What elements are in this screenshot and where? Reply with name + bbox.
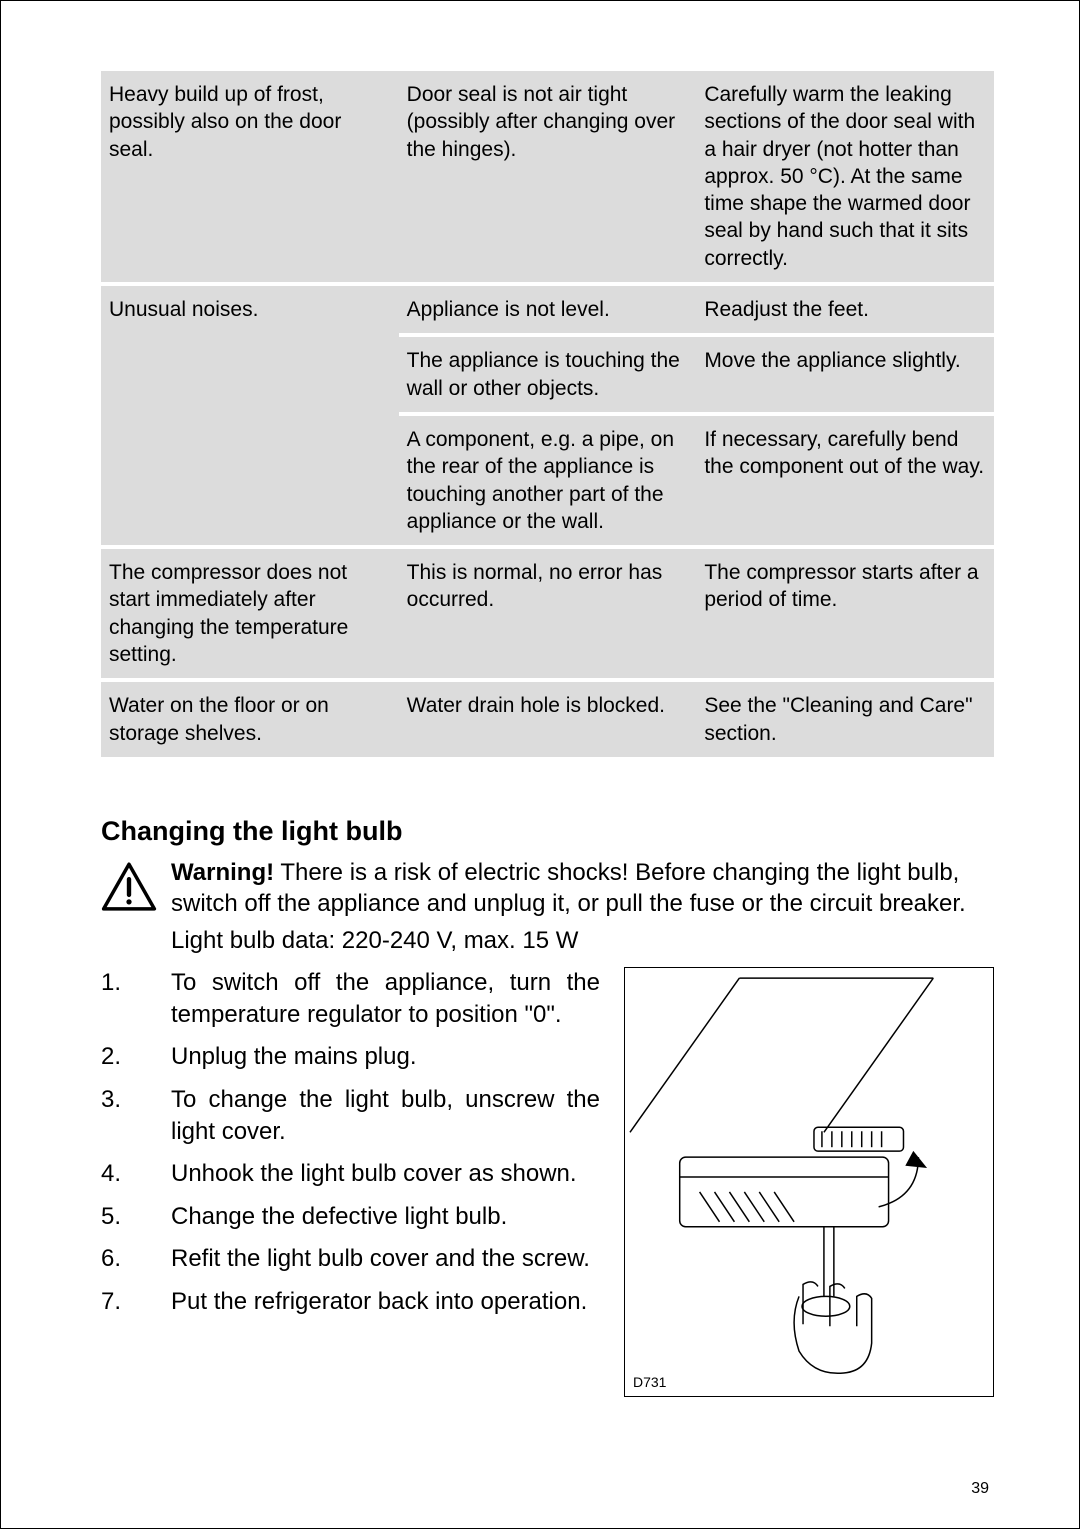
cell-cause: A component, e.g. a pipe, on the rear of… (399, 414, 697, 547)
table-row: The compressor does not start immediatel… (101, 547, 994, 680)
troubleshooting-table: Heavy build up of frost, possibly also o… (101, 71, 994, 761)
table-row: Heavy build up of frost, possibly also o… (101, 71, 994, 284)
warning-block: Warning! There is a risk of electric sho… (101, 857, 994, 919)
list-item: 3.To change the light bulb, unscrew the … (101, 1084, 600, 1149)
warning-text: Warning! There is a risk of electric sho… (171, 857, 994, 919)
step-number: 4. (101, 1158, 171, 1190)
cell-remedy: If necessary, carefully bend the compone… (696, 414, 994, 547)
step-number: 7. (101, 1286, 171, 1318)
cell-remedy: Carefully warm the leaking sections of t… (696, 71, 994, 284)
step-number: 5. (101, 1201, 171, 1233)
step-text: Unhook the light bulb cover as shown. (171, 1158, 600, 1190)
warning-body: There is a risk of electric shocks! Befo… (171, 859, 966, 917)
list-item: 6.Refit the light bulb cover and the scr… (101, 1243, 600, 1275)
cell-symptom: The compressor does not start immediatel… (101, 547, 399, 680)
cell-cause: Water drain hole is blocked. (399, 680, 697, 759)
cell-remedy: The compressor starts after a period of … (696, 547, 994, 680)
cell-remedy: Readjust the feet. (696, 284, 994, 335)
cell-cause: The appliance is touching the wall or ot… (399, 335, 697, 414)
light-bulb-figure: D731 (624, 967, 994, 1397)
page: Heavy build up of frost, possibly also o… (0, 0, 1080, 1529)
step-number: 1. (101, 967, 171, 1032)
step-text: Change the defective light bulb. (171, 1201, 600, 1233)
cell-symptom: Water on the floor or on storage shelves… (101, 680, 399, 759)
figure-label: D731 (633, 1374, 666, 1390)
step-number: 2. (101, 1041, 171, 1073)
step-number: 3. (101, 1084, 171, 1149)
step-number: 6. (101, 1243, 171, 1275)
list-item: 5.Change the defective light bulb. (101, 1201, 600, 1233)
list-item: 7.Put the refrigerator back into operati… (101, 1286, 600, 1318)
cell-symptom: Unusual noises. (101, 284, 399, 547)
cell-cause: Door seal is not air tight (possibly aft… (399, 71, 697, 284)
list-item: 4.Unhook the light bulb cover as shown. (101, 1158, 600, 1190)
light-bulb-illustration-icon (625, 968, 993, 1396)
warning-triangle-icon (101, 861, 157, 913)
table-row: Water on the floor or on storage shelves… (101, 680, 994, 759)
step-text: Put the refrigerator back into operation… (171, 1286, 600, 1318)
cell-remedy: Move the appliance slightly. (696, 335, 994, 414)
table-row: Unusual noises. Appliance is not level. … (101, 284, 994, 335)
page-number: 39 (971, 1480, 989, 1498)
cell-remedy: See the "Cleaning and Care" section. (696, 680, 994, 759)
cell-cause: This is normal, no error has occurred. (399, 547, 697, 680)
step-text: Refit the light bulb cover and the screw… (171, 1243, 600, 1275)
cell-symptom: Heavy build up of frost, possibly also o… (101, 71, 399, 284)
warning-label: Warning! (171, 859, 274, 886)
light-bulb-data: Light bulb data: 220-240 V, max. 15 W (171, 925, 994, 956)
step-text: Unplug the mains plug. (171, 1041, 600, 1073)
section-heading: Changing the light bulb (101, 816, 994, 847)
step-text: To change the light bulb, unscrew the li… (171, 1084, 600, 1149)
steps-list: 1.To switch off the appliance, turn the … (101, 967, 600, 1329)
list-item: 2.Unplug the mains plug. (101, 1041, 600, 1073)
steps-and-figure: 1.To switch off the appliance, turn the … (101, 967, 994, 1397)
step-text: To switch off the appliance, turn the te… (171, 967, 600, 1032)
list-item: 1.To switch off the appliance, turn the … (101, 967, 600, 1032)
cell-cause: Appliance is not level. (399, 284, 697, 335)
